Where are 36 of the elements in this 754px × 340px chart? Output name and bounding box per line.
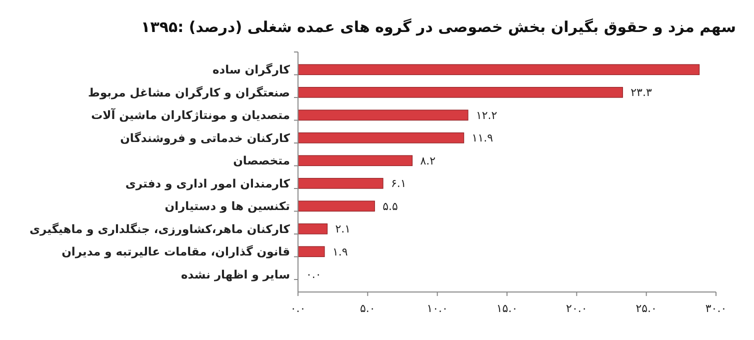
bar <box>298 223 328 234</box>
y-tick-label: متخصصان <box>233 154 290 168</box>
y-tick-label: سایر و اظهار نشده <box>180 267 290 282</box>
bar <box>298 155 413 166</box>
bar <box>298 178 384 189</box>
data-label: ۱۱.۹ <box>472 132 494 145</box>
data-label: ۱.۹ <box>332 245 348 258</box>
bar <box>298 64 700 76</box>
y-tick-label: کارکنان ماهر،کشاورزی، جنگلداری و ماهیگیری <box>29 222 290 236</box>
y-tick-label: کارگران ساده <box>212 62 290 77</box>
y-tick-label: کارمندان امور اداری و دفتری <box>125 176 290 190</box>
x-tick-label: ۰.۰ <box>290 302 306 315</box>
data-label: ۶.۱ <box>390 177 406 190</box>
x-tick-label: ۱۰.۰ <box>426 302 448 315</box>
data-label: ۱۲.۲ <box>476 108 498 122</box>
bar <box>298 200 375 212</box>
y-tick-label: تکنسین ها و دستیاران <box>164 199 290 214</box>
bar <box>298 110 468 121</box>
data-label: ۲.۱ <box>335 222 351 236</box>
x-tick-label: ۵.۰ <box>360 302 376 315</box>
data-label: ۸.۲ <box>420 154 436 168</box>
chart-title: سهم مزد و حقوق بگیران بخش خصوصی در گروه های عمده شغلی (درصد) :۱۳۹۵ <box>141 18 736 36</box>
x-tick-label: ۳۰.۰ <box>705 302 727 315</box>
data-label: ۲۳.۳ <box>630 86 652 100</box>
x-tick-label: ۱۵.۰ <box>496 302 518 315</box>
bar <box>298 132 464 144</box>
x-tick-label: ۲۵.۰ <box>636 302 657 315</box>
y-tick-label: صنعتگران و کارگران مشاغل مربوط <box>88 85 290 100</box>
y-tick-label: قانون گذاران، مقامات عالیرتبه و مدیران <box>62 244 290 259</box>
bar <box>298 86 623 98</box>
data-label: ۵.۵ <box>382 200 398 213</box>
data-label: ۰.۰ <box>306 268 322 282</box>
bar <box>298 246 325 258</box>
y-tick-label: کارکنان خدماتی و فروشندگان <box>120 130 290 145</box>
y-tick-label: متصدیان و مونتاژکاران ماشین آلات <box>91 108 290 122</box>
x-tick-label: ۲۰.۰ <box>566 302 588 315</box>
